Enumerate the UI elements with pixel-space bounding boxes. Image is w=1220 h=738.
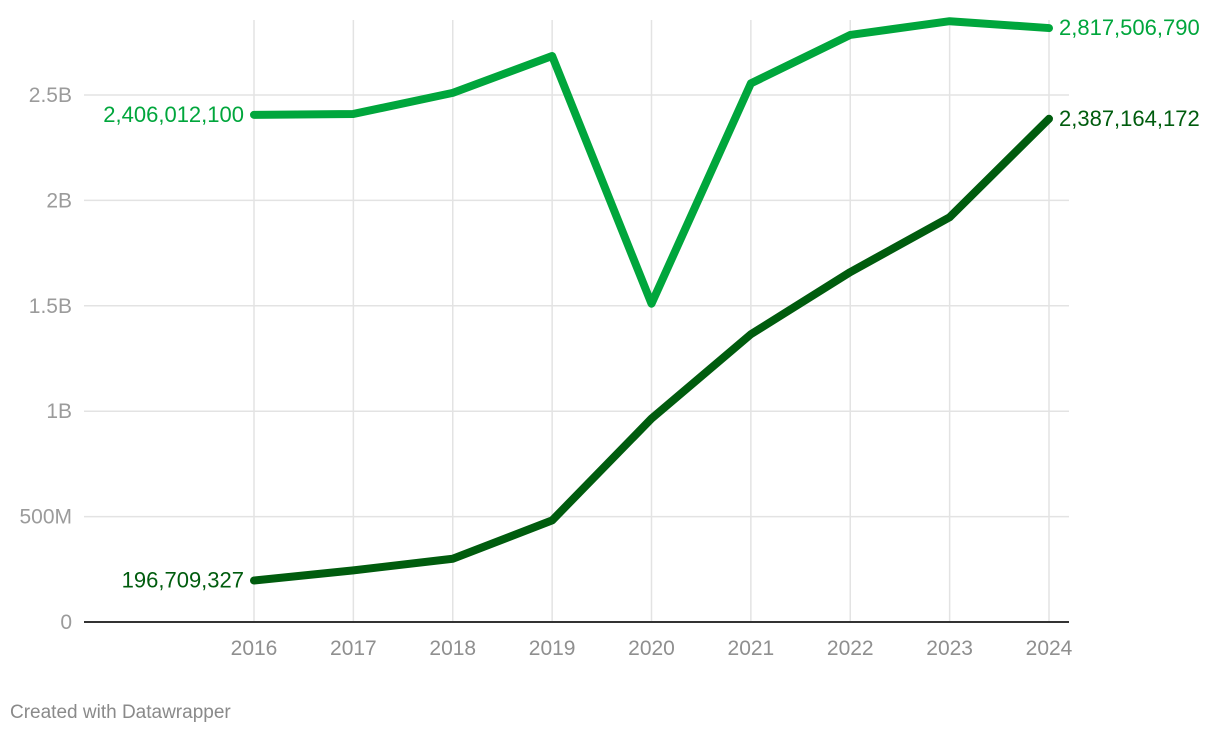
gridlines xyxy=(84,20,1069,622)
x-tick-label: 2022 xyxy=(827,637,874,660)
y-tick-label: 1.5B xyxy=(29,295,72,318)
x-tick-label: 2019 xyxy=(529,637,576,660)
x-tick-label: 2024 xyxy=(1026,637,1073,660)
series-end-label-1: 2,817,506,790 xyxy=(1059,15,1200,40)
x-axis-tick-labels: 2016 2017 2018 2019 2020 2021 2022 2023 2024 xyxy=(231,637,1073,660)
y-tick-label: 2.5B xyxy=(29,84,72,107)
y-tick-label: 0 xyxy=(60,611,72,634)
x-tick-label: 2018 xyxy=(429,637,476,660)
y-tick-label: 2B xyxy=(46,189,72,212)
series-line-2 xyxy=(250,114,1053,585)
series-start-label-1: 2,406,012,100 xyxy=(103,102,244,127)
series-start-label-2: 196,709,327 xyxy=(122,568,244,593)
x-tick-label: 2017 xyxy=(330,637,377,660)
y-tick-label: 500M xyxy=(19,506,72,529)
series-end-label-2: 2,387,164,172 xyxy=(1059,106,1200,131)
series-lines xyxy=(250,17,1053,585)
x-tick-label: 2016 xyxy=(231,637,278,660)
credit-text: Created with Datawrapper xyxy=(10,702,231,723)
series-line-1 xyxy=(250,17,1053,308)
series-end-labels: 2,406,012,100 2,817,506,790 196,709,327 2,3… xyxy=(103,15,1199,592)
x-tick-label: 2023 xyxy=(926,637,973,660)
x-tick-label: 2021 xyxy=(728,637,775,660)
y-tick-label: 1B xyxy=(46,400,72,423)
x-tick-label: 2020 xyxy=(628,637,675,660)
y-axis-tick-labels: 0 500M 1B 1.5B 2B 2.5B xyxy=(19,84,72,634)
